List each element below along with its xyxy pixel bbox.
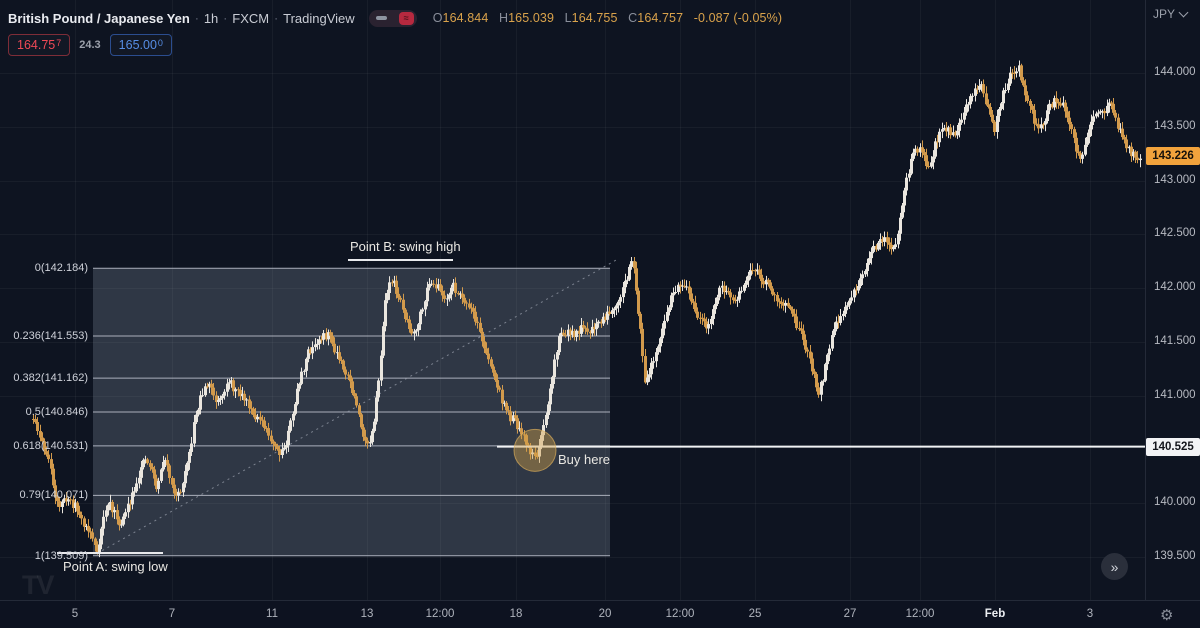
price-tick-label: 143.000 [1154, 173, 1196, 186]
exchange-label: FXCM [232, 10, 270, 26]
price-axis[interactable]: JPY 144.000 143.500 143.000 142.500 142.000 1… [1145, 0, 1200, 600]
double-chevron-right-icon: » [1110, 558, 1119, 575]
fib-trendline[interactable] [96, 258, 619, 554]
price-tick-label: 139.500 [1154, 549, 1196, 562]
price-tick-label: 142.500 [1154, 227, 1196, 240]
buy-button[interactable]: 165.00 0 [109, 34, 172, 56]
last-price-label: 143.226 [1146, 147, 1200, 166]
separator-dot: · [223, 11, 228, 25]
annotation-point-a[interactable]: Point A: swing low [63, 559, 168, 574]
trade-panel-toggle[interactable]: ≈ [368, 9, 417, 27]
time-tick-label: 11 [266, 608, 278, 620]
symbol-title[interactable]: British Pound / Japanese Yen [8, 10, 190, 26]
time-tick-label: 5 [71, 608, 79, 620]
buy-highlight-circle[interactable] [513, 428, 557, 472]
toggle-on-icon: ≈ [398, 11, 414, 25]
price-tick-label: 142.000 [1154, 281, 1196, 293]
price-tick-label: 143.500 [1154, 119, 1196, 132]
fib-level-label: 0.5(140.846) [25, 406, 88, 419]
fib-level-label: 0.236(141.553) [13, 330, 88, 343]
grid-lines [0, 0, 1145, 600]
chevron-down-icon [1178, 7, 1189, 18]
fib-level-label: 0(142.184) [34, 262, 88, 275]
time-tick-label: Feb [984, 608, 1006, 620]
price-tick-label: 141.500 [1154, 334, 1196, 347]
time-tick-label: 18 [509, 608, 523, 620]
scroll-right-button[interactable]: » [1101, 553, 1128, 580]
spread-value: 24.3 [79, 39, 101, 51]
tradingview-watermark: TV [22, 570, 54, 600]
time-tick-label: 27 [843, 608, 857, 620]
time-tick-label: 13 [360, 608, 374, 620]
ohlc-readout: O164.844 H165.039 L164.755 C164.757 -0.0… [432, 11, 783, 25]
time-tick-label: 12:00 [905, 608, 935, 620]
timeframe-selector[interactable]: 1h [203, 10, 219, 26]
annotation-buy-here[interactable]: Buy here [558, 452, 611, 467]
time-axis[interactable]: 5 7 11 13 12:00 18 20 12:00 25 27 12:00 Feb 3 ⚙ [0, 600, 1200, 628]
fib-level-label: 0.618(140.531) [13, 439, 88, 452]
time-tick-label: 3 [1086, 608, 1094, 620]
fib-level-label: 1(139.509) [34, 549, 88, 562]
price-tick-label: 141.000 [1154, 388, 1196, 401]
platform-label: TradingView [283, 10, 355, 26]
separator-dot: · [194, 11, 199, 25]
ray-price-label: 140.525 [1146, 437, 1200, 456]
chart-header: British Pound / Japanese Yen · 1h · FXCM… [8, 8, 782, 56]
price-tick-label: 140.000 [1154, 496, 1196, 508]
fib-level-label: 0.382(141.162) [13, 372, 88, 385]
time-tick-label: 25 [748, 608, 762, 620]
annotation-point-b[interactable]: Point B: swing high [350, 239, 461, 254]
time-tick-label: 20 [598, 608, 612, 620]
currency-selector[interactable]: JPY [1153, 7, 1189, 21]
settings-icon[interactable]: ⚙ [1160, 607, 1174, 624]
candlestick-series[interactable] [32, 60, 1142, 558]
order-panel: 164.75 7 24.3 165.00 0 [8, 34, 782, 56]
separator-dot: · [274, 11, 279, 25]
toggle-off-icon [375, 16, 387, 20]
price-tick-label: 144.000 [1154, 66, 1196, 78]
time-tick-label: 7 [168, 608, 176, 620]
time-tick-label: 12:00 [425, 608, 455, 620]
fib-level-label: 0.79(140.071) [19, 489, 89, 502]
currency-label: JPY [1153, 7, 1176, 21]
change-readout: -0.087 (-0.05%) [693, 11, 783, 25]
sell-button[interactable]: 164.75 7 [8, 34, 71, 56]
time-tick-label: 12:00 [665, 608, 695, 620]
